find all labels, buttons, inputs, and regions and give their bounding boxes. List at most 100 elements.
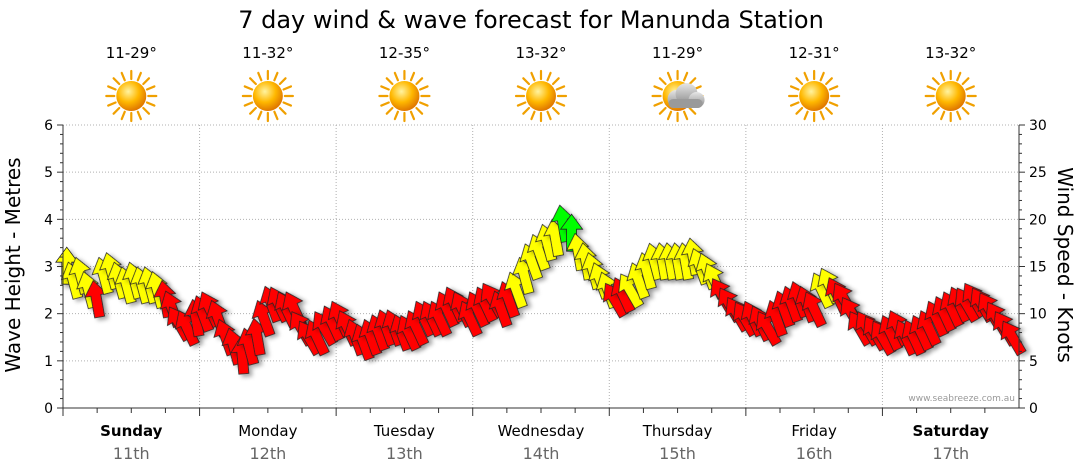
sun-ray — [828, 85, 839, 91]
sun-ray — [789, 101, 800, 107]
sun-ray — [795, 106, 804, 115]
sun-ray — [393, 110, 400, 121]
sun-ray — [273, 71, 279, 82]
sun-ray — [926, 85, 937, 91]
sun-ray — [530, 71, 536, 82]
temperature-range: 12-35° — [379, 44, 430, 62]
sun-ray — [249, 77, 257, 86]
day-date-label: 13th — [386, 444, 423, 463]
right-tick-label: 20 — [1029, 212, 1047, 228]
sun-ray — [658, 106, 667, 115]
partly-cloudy-icon — [651, 69, 705, 123]
sun-ray — [789, 85, 800, 91]
sun-ray — [803, 71, 809, 82]
left-tick-label: 6 — [44, 118, 53, 134]
sun-ray — [419, 101, 429, 107]
sun-ray — [688, 106, 697, 115]
sunny-icon — [105, 69, 158, 123]
sun-disc — [799, 81, 830, 111]
left-axis-title: Wave Height - Metres — [1, 157, 25, 372]
temperature-range: 13-32° — [515, 44, 566, 62]
day-date-label: 17th — [932, 444, 969, 463]
temperature-range: 11-32° — [242, 44, 293, 62]
right-axis-title: Wind Speed - Knots — [1053, 167, 1077, 363]
sun-ray — [530, 110, 536, 121]
sun-ray — [136, 110, 142, 121]
sunny-icon — [378, 69, 431, 123]
left-tick-label: 1 — [44, 354, 53, 370]
day-date-label: 12th — [249, 444, 286, 463]
sun-ray — [516, 101, 527, 107]
sun-disc — [526, 81, 556, 111]
cloud-shape — [667, 83, 705, 108]
sun-ray — [243, 85, 254, 91]
sun-ray — [551, 106, 560, 115]
sun-ray — [380, 85, 390, 91]
sun-ray — [551, 77, 560, 86]
sun-ray — [940, 110, 946, 121]
sunny-icon — [514, 69, 568, 123]
day-date-label: 16th — [796, 444, 833, 463]
sun-ray — [278, 106, 287, 115]
sun-ray — [825, 106, 833, 115]
sunny-icon — [788, 69, 841, 123]
right-tick-label: 15 — [1029, 260, 1047, 276]
sun-ray — [257, 71, 263, 82]
wind-arrow-series — [55, 204, 1027, 375]
sun-ray — [803, 110, 809, 121]
sun-ray — [142, 106, 151, 115]
sun-disc — [389, 81, 420, 111]
sun-ray — [658, 77, 667, 86]
temperature-range: 11-29° — [652, 44, 703, 62]
wind-arrow — [559, 213, 584, 252]
left-tick-label: 4 — [44, 212, 53, 228]
sun-ray — [145, 85, 156, 91]
day-name-label: Saturday — [913, 422, 990, 440]
left-tick-label: 0 — [44, 401, 53, 417]
temperature-range: 13-32° — [925, 44, 976, 62]
sun-ray — [828, 101, 839, 107]
sun-ray — [282, 101, 293, 107]
sun-ray — [546, 110, 552, 121]
day-date-label: 15th — [659, 444, 696, 463]
temperature-range: 12-31° — [789, 44, 840, 62]
temperature-range: 11-29° — [106, 44, 157, 62]
sun-ray — [282, 85, 293, 91]
day-header-row: 11-29° 11-32° 12-35° 13-32° 11-29° 12-31° 13-3… — [105, 44, 977, 123]
left-tick-label: 2 — [44, 307, 53, 323]
left-tick-label: 3 — [44, 260, 53, 276]
sun-ray — [112, 77, 121, 86]
sun-ray — [956, 110, 962, 121]
sun-ray — [145, 101, 156, 107]
sun-ray — [546, 71, 552, 82]
sun-ray — [666, 71, 673, 82]
right-tick-label: 30 — [1029, 118, 1047, 134]
sun-ray — [120, 71, 126, 82]
sun-ray — [940, 71, 946, 82]
day-name-label: Friday — [791, 422, 837, 440]
day-name-label: Monday — [238, 422, 297, 440]
right-tick-label: 5 — [1029, 354, 1038, 370]
day-date-label: 11th — [113, 444, 150, 463]
sun-ray — [257, 110, 263, 121]
sun-ray — [825, 77, 833, 86]
sun-ray — [653, 101, 663, 107]
sun-ray — [249, 106, 257, 115]
sun-ray — [795, 77, 804, 86]
sun-disc — [935, 81, 966, 111]
sun-ray — [688, 77, 697, 86]
sun-ray — [136, 71, 142, 82]
sun-ray — [961, 77, 970, 86]
right-tick-label: 0 — [1029, 401, 1038, 417]
sun-ray — [965, 101, 975, 107]
sun-ray — [393, 71, 400, 82]
sun-ray — [107, 101, 117, 107]
sun-ray — [522, 106, 531, 115]
sun-ray — [516, 85, 527, 91]
sun-ray — [555, 101, 566, 107]
sun-ray — [926, 101, 937, 107]
sun-disc — [252, 81, 283, 111]
sun-ray — [682, 71, 689, 82]
day-label-row: Sunday 11th Monday 12th Tuesday 13th Wednesday… — [100, 422, 989, 463]
